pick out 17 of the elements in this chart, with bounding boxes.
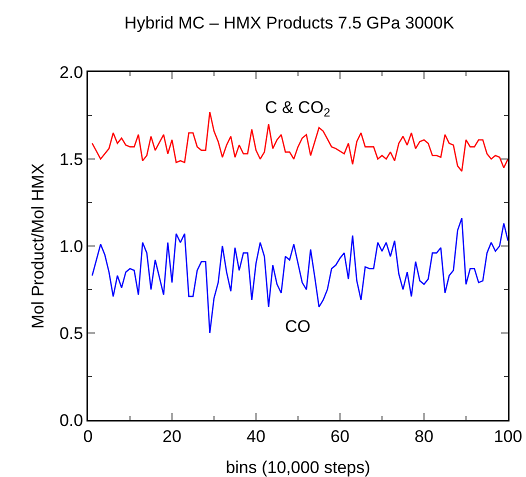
y-tick-label: 1.0 [59,236,84,256]
x-tick-label: 80 [414,426,434,446]
x-tick-label: 20 [162,426,182,446]
y-tick-label: 0.0 [59,410,84,430]
series-label: CO [285,317,310,336]
y-axis-title: Mol Product/Mol HMX [28,163,48,329]
line-series [92,218,508,334]
x-tick-label: 60 [330,426,350,446]
x-axis-title: bins (10,000 steps) [226,458,370,477]
x-tick-label: 0 [83,426,93,446]
x-tick-label: 40 [246,426,266,446]
x-tick-label: 100 [494,426,522,446]
y-tick-label: 2.0 [59,62,84,82]
y-tick-label: 1.5 [59,150,84,169]
chart-title: Hybrid MC – HMX Products 7.5 GPa 3000K [124,14,455,33]
y-tick-label: 0.5 [59,324,84,343]
series-label: C & CO$_{2}$ [265,98,331,120]
